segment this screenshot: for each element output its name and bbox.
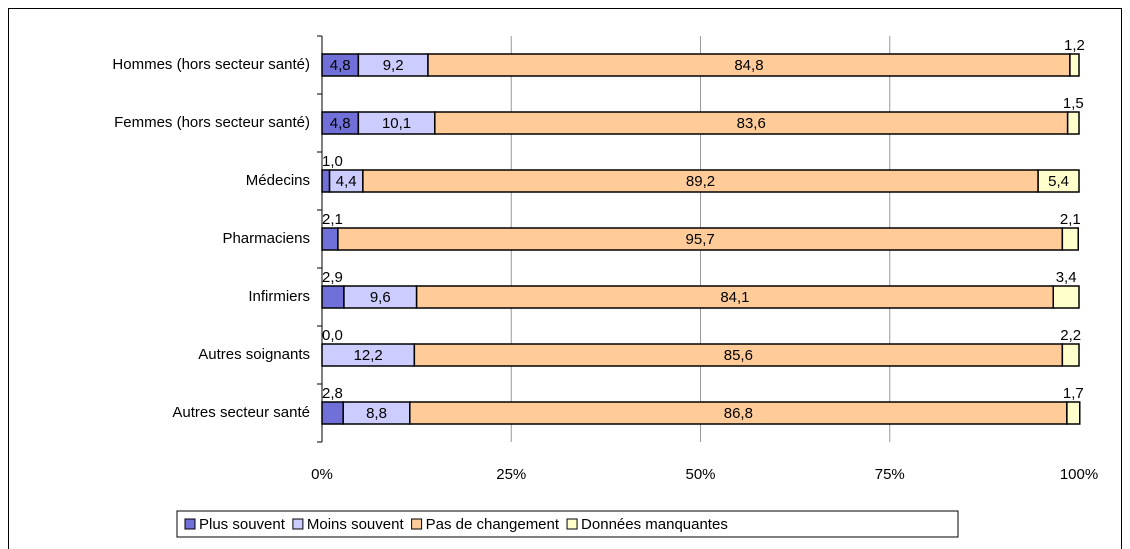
data-label: 2,8 bbox=[322, 385, 343, 402]
legend-label: Pas de changement bbox=[426, 516, 560, 533]
data-label: 83,6 bbox=[737, 115, 766, 132]
y-tick-label: Infirmiers bbox=[248, 288, 310, 305]
bar-segment bbox=[1069, 53, 1080, 77]
x-tick-label: 25% bbox=[496, 466, 526, 483]
y-tick-label: Pharmaciens bbox=[222, 230, 310, 247]
x-tick-label: 100% bbox=[1060, 466, 1098, 483]
legend-swatch bbox=[411, 518, 423, 530]
legend-swatch bbox=[566, 518, 578, 530]
data-label: 2,9 bbox=[322, 269, 343, 286]
data-label: 12,2 bbox=[354, 347, 383, 364]
data-label: 1,5 bbox=[1063, 95, 1084, 112]
data-label: 89,2 bbox=[686, 173, 715, 190]
y-tick-label: Médecins bbox=[246, 172, 310, 189]
bar-segment bbox=[1061, 227, 1079, 251]
data-label: 85,6 bbox=[724, 347, 753, 364]
legend-swatch bbox=[292, 518, 304, 530]
bar-segment bbox=[321, 285, 345, 309]
bar-segment bbox=[1066, 401, 1081, 425]
y-tick-label: Autres soignants bbox=[198, 346, 310, 363]
bar-segment bbox=[1061, 343, 1080, 367]
data-label: 4,8 bbox=[330, 57, 351, 74]
data-label: 2,2 bbox=[1060, 327, 1081, 344]
bar-segment bbox=[1052, 285, 1080, 309]
data-label: 1,7 bbox=[1063, 385, 1084, 402]
data-label: 3,4 bbox=[1056, 269, 1077, 286]
y-tick-label: Autres secteur santé bbox=[172, 404, 310, 421]
legend-label: Plus souvent bbox=[199, 516, 286, 533]
data-label: 86,8 bbox=[724, 405, 753, 422]
data-label: 1,0 bbox=[322, 153, 343, 170]
frame bbox=[8, 8, 1122, 549]
bar-segment bbox=[321, 169, 331, 193]
y-tick-label: Femmes (hors secteur santé) bbox=[114, 114, 310, 131]
bar-segment bbox=[1037, 169, 1080, 193]
data-label: 8,8 bbox=[366, 405, 387, 422]
data-label: 2,1 bbox=[322, 211, 343, 228]
legend-label: Données manquantes bbox=[581, 516, 728, 533]
data-label: 5,4 bbox=[1048, 173, 1069, 190]
data-label: 9,6 bbox=[370, 289, 391, 306]
x-tick-label: 50% bbox=[685, 466, 715, 483]
bar-segment bbox=[321, 401, 344, 425]
bar-segment bbox=[321, 227, 339, 251]
data-label: 4,8 bbox=[330, 115, 351, 132]
legend-swatch bbox=[184, 518, 196, 530]
data-label: 95,7 bbox=[686, 231, 715, 248]
data-label: 1,2 bbox=[1064, 37, 1085, 54]
data-label: 10,1 bbox=[382, 115, 411, 132]
data-label: 2,1 bbox=[1060, 211, 1081, 228]
x-tick-label: 0% bbox=[311, 466, 333, 483]
legend-label: Moins souvent bbox=[307, 516, 405, 533]
data-label: 9,2 bbox=[383, 57, 404, 74]
data-label: 0,0 bbox=[322, 327, 343, 344]
data-label: 4,4 bbox=[336, 173, 357, 190]
data-label: 84,8 bbox=[734, 57, 763, 74]
y-tick-label: Hommes (hors secteur santé) bbox=[112, 56, 310, 73]
x-tick-label: 75% bbox=[875, 466, 905, 483]
bar-segment bbox=[1066, 111, 1080, 135]
data-label: 84,1 bbox=[720, 289, 749, 306]
